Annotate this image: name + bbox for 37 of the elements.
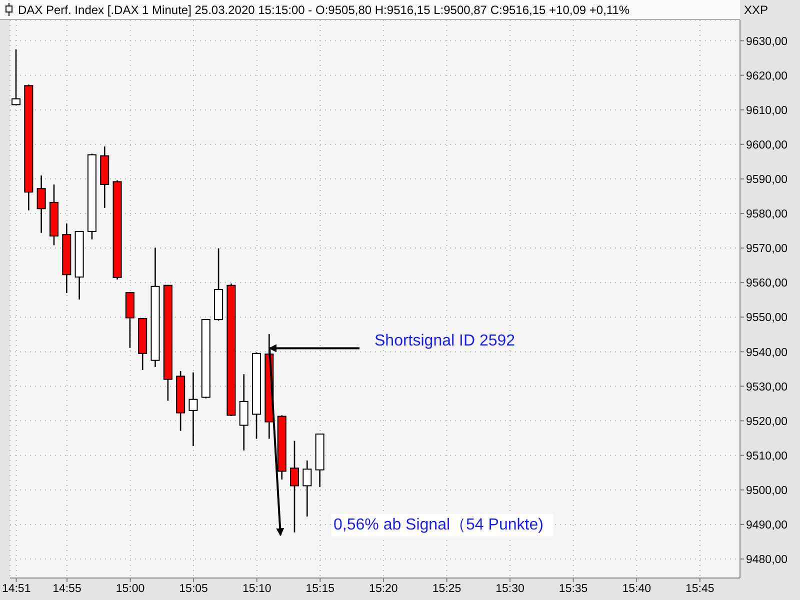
- y-tick-label: 9610,00: [746, 104, 788, 117]
- x-tick-label: 15:15: [306, 583, 335, 596]
- x-tick-label: 15:30: [496, 583, 524, 596]
- y-tick-label: 9630,00: [746, 36, 788, 48]
- y-tick-label: 9480,00: [746, 554, 788, 566]
- y-tick-label: 9510,00: [746, 450, 788, 462]
- y-tick-label: 9550,00: [746, 312, 788, 324]
- y-tick-label: 9570,00: [746, 243, 788, 256]
- x-tick-label: 15:10: [242, 583, 272, 596]
- text: XXP: [744, 3, 768, 17]
- y-tick-label: 9520,00: [746, 416, 788, 428]
- y-tick-label: 9490,00: [746, 520, 788, 532]
- y-tick-label: 9590,00: [746, 174, 788, 186]
- candlestick: [188, 372, 198, 447]
- x-tick-label: 14:55: [52, 583, 82, 596]
- candlestick: [302, 460, 312, 518]
- x-tick-label: 15:00: [116, 583, 145, 596]
- candlestick: [290, 440, 299, 534]
- y-tick-label: 9540,00: [746, 346, 788, 359]
- x-tick-label: 15:20: [369, 583, 398, 596]
- x-tick-label: 14:51: [2, 583, 31, 596]
- annotation: Shortsignal ID 2592: [374, 332, 516, 350]
- candlestick: [36, 174, 46, 234]
- y-tick-label: 9560,00: [746, 278, 788, 290]
- x-tick-label: 15:40: [622, 583, 652, 596]
- y-tick-label: 9620,00: [746, 70, 788, 82]
- y-tick-label: 9600,00: [746, 139, 788, 152]
- x-tick-label: 15:25: [432, 583, 462, 596]
- x-tick-label: 15:45: [686, 583, 714, 596]
- candlestick: [239, 374, 248, 452]
- x-tick-label: 15:05: [179, 583, 208, 596]
- annotation: 0,56% ab Signal（54 Punkte): [334, 516, 544, 534]
- y-tick-label: 9500,00: [746, 484, 788, 497]
- y-tick-label: 9580,00: [746, 208, 788, 221]
- chart-title: DAX Perf. Index [.DAX 1 Minute] 25.03.2020 15:15:00 - O:9505,80 H:9516,15 L:9500,87 C:9516,15 +10,09 +0,11%: [18, 2, 630, 16]
- x-tick-label: 15:35: [558, 583, 588, 596]
- y-tick-label: 9530,00: [746, 381, 788, 394]
